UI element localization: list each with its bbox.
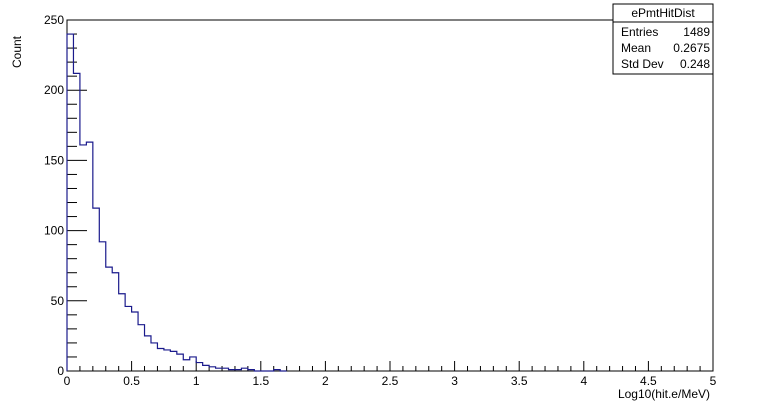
histogram-series [66,33,287,372]
x-tick-label: 4 [580,374,587,388]
x-tick-label: 2 [322,374,329,388]
x-tick-label: 0 [64,374,71,388]
stats-box: ePmtHitDist Entries 1489 Mean 0.2675 Std… [612,3,714,75]
x-tick-label: 1 [193,374,200,388]
y-tick-label: 0 [57,364,64,378]
y-tick-label: 50 [51,294,65,308]
x-tick-label: 3.5 [511,374,528,388]
y-tick-label: 200 [44,83,64,97]
y-axis-title: Count [10,35,24,68]
x-tick-label: 2.5 [382,374,399,388]
x-axis: 0 0.5 1 1.5 2 2.5 3 3.5 4 4.5 5 [64,361,717,388]
y-axis: 0 50 100 150 200 250 [44,13,87,378]
y-tick-label: 150 [44,153,64,167]
stats-entries-label: Entries [621,25,658,39]
x-axis-title: Log10(hit.e/MeV) [618,387,710,401]
x-tick-label: 5 [710,374,717,388]
x-tick-label: 0.5 [123,374,140,388]
y-tick-label: 250 [44,13,64,27]
stats-stddev-value: 0.248 [680,57,710,71]
x-tick-label: 4.5 [640,374,657,388]
stats-entries-value: 1489 [683,25,710,39]
stats-stddev-label: Std Dev [621,57,664,71]
stats-title: ePmtHitDist [631,6,695,20]
x-tick-label: 1.5 [252,374,269,388]
stats-mean-label: Mean [621,41,651,55]
x-tick-label: 3 [451,374,458,388]
stats-mean-value: 0.2675 [673,41,710,55]
y-tick-label: 100 [44,224,64,238]
